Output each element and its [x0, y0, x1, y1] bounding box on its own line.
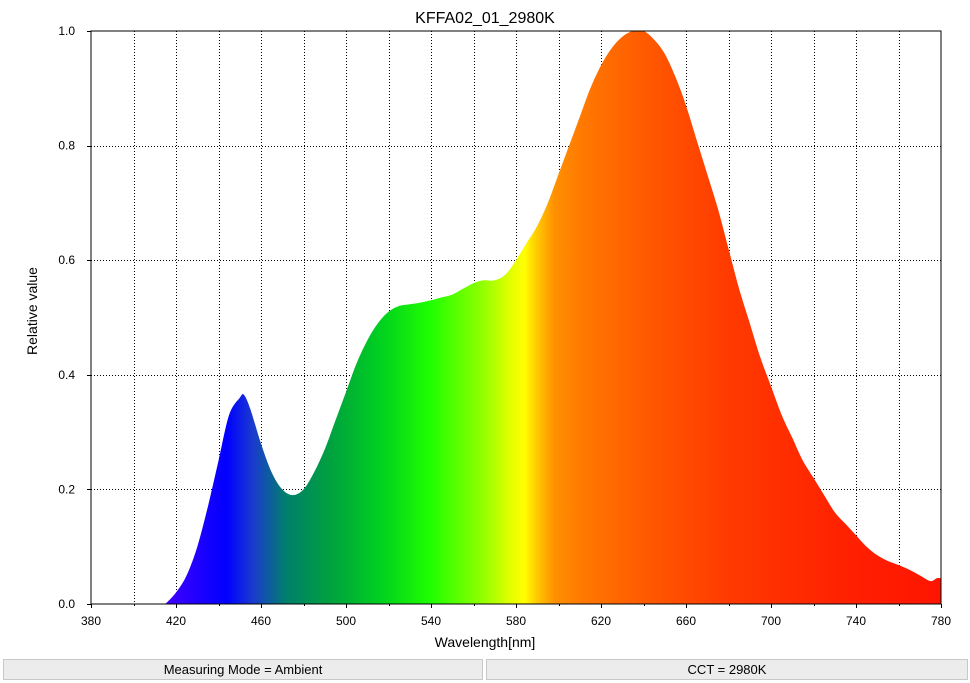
y-tick-label: 0.2: [58, 482, 75, 496]
x-tick-label: 460: [251, 614, 271, 628]
x-tick-label: 780: [931, 614, 951, 628]
x-tick-label: 420: [166, 614, 186, 628]
spectrum-chart: 380 420 460 500 540 580 620 660 700 740 780 0.0 0.2…: [24, 10, 951, 650]
cct-status: CCT = 2980K: [486, 659, 968, 680]
chart-title: KFFA02_01_2980K: [415, 10, 555, 27]
y-tick-label: 0.8: [58, 139, 75, 153]
x-tick-label: 740: [846, 614, 866, 628]
x-tick-label: 500: [336, 614, 356, 628]
y-tick-label: 0.6: [58, 253, 75, 267]
x-tick-label: 700: [761, 614, 781, 628]
y-axis-title: Relative value: [24, 267, 40, 355]
measuring-mode-status: Measuring Mode = Ambient: [3, 659, 483, 680]
x-tick-label: 380: [81, 614, 101, 628]
x-tick-label: 540: [421, 614, 441, 628]
x-tick-label: 660: [676, 614, 696, 628]
x-axis-title: Wavelength[nm]: [435, 634, 536, 650]
y-tick-label: 1.0: [58, 24, 75, 38]
y-tick-label: 0.4: [58, 368, 75, 382]
x-tick-label: 620: [591, 614, 611, 628]
y-tick-label: 0.0: [58, 597, 75, 611]
spectrum-area: [165, 31, 941, 604]
y-axis-ticks: 0.0 0.2 0.4 0.6 0.8 1.0: [58, 24, 91, 611]
x-tick-label: 580: [506, 614, 526, 628]
x-axis-ticks: 380 420 460 500 540 580 620 660 700 740 780: [81, 604, 951, 628]
